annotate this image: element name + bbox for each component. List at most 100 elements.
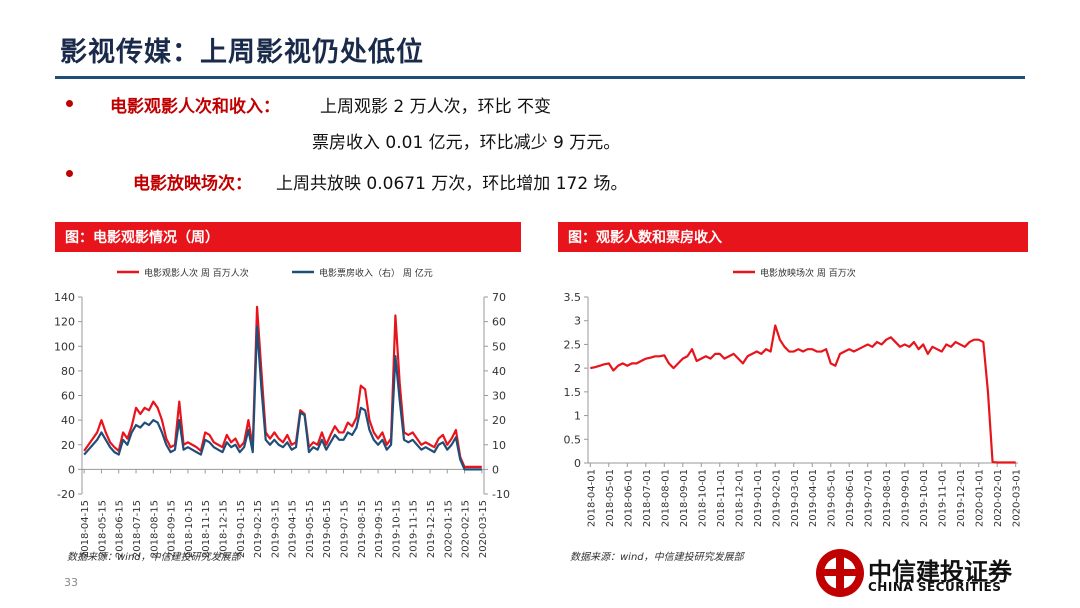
x-tick-label: 2019-12-15 — [426, 500, 437, 558]
chart-title: 图：观影人数和票房收入 — [568, 229, 722, 246]
x-tick-label: 2018-07-15 — [132, 500, 143, 558]
x-tick-label: 2018-04-01 — [586, 469, 597, 527]
y2-tick-label: 20 — [492, 414, 506, 427]
y-tick-label: 0.5 — [564, 433, 582, 446]
bullet-label: 电影观影人次和收入： — [110, 97, 280, 117]
y2-tick-label: 40 — [492, 365, 506, 378]
series-line — [83, 325, 482, 471]
bullet-dot — [66, 100, 73, 107]
x-tick-label: 2018-12-15 — [218, 500, 229, 558]
x-tick-label: 2019-11-01 — [938, 469, 949, 527]
x-tick-label: 2019-03-01 — [790, 469, 801, 527]
x-tick-label: 2019-05-01 — [827, 469, 838, 527]
y2-tick-label: 10 — [492, 439, 506, 452]
x-tick-label: 2019-09-15 — [374, 500, 385, 558]
x-tick-label: 2019-07-15 — [340, 500, 351, 558]
bullet-dot — [66, 170, 73, 177]
x-tick-label: 2018-11-15 — [201, 500, 212, 558]
y-tick-label: 40 — [61, 414, 75, 427]
y2-tick-label: 70 — [492, 291, 506, 304]
bullet-text: 上周共放映 0.0671 万次，环比增加 172 场。 — [276, 174, 628, 194]
bullet-label: 电影放映场次： — [133, 174, 252, 194]
slide-title: 影视传媒：上周影视仍处低位 — [60, 37, 424, 68]
x-tick-label: 2019-02-15 — [253, 500, 264, 558]
chart-title: 图：电影观影情况（周） — [65, 229, 219, 246]
x-tick-label: 2020-02-01 — [993, 469, 1004, 527]
x-tick-label: 2018-08-01 — [660, 469, 671, 527]
logo-name: 中信建投证券 — [868, 558, 1012, 586]
y-tick-label: 3 — [574, 315, 581, 328]
x-tick-label: 2018-05-15 — [97, 500, 108, 558]
x-tick-label: 2019-11-15 — [409, 500, 420, 558]
x-tick-label: 2018-04-15 — [80, 500, 91, 558]
y2-tick-label: 30 — [492, 390, 506, 403]
x-tick-label: 2018-09-01 — [679, 469, 690, 527]
x-tick-label: 2020-02-15 — [461, 500, 472, 558]
x-tick-label: 2018-06-15 — [115, 500, 126, 558]
chart-header — [55, 222, 521, 252]
y-tick-label: 60 — [61, 390, 75, 403]
page-number: 33 — [64, 576, 78, 589]
chart-source: 数据来源：wind，中信建投研究发展部 — [67, 551, 243, 563]
y-tick-label: -20 — [57, 488, 75, 501]
y-tick-label: 20 — [61, 439, 75, 452]
x-tick-label: 2020-03-15 — [478, 500, 489, 558]
x-tick-label: 2019-01-15 — [236, 500, 247, 558]
x-tick-label: 2018-10-01 — [697, 469, 708, 527]
x-tick-label: 2020-01-01 — [975, 469, 986, 527]
y2-tick-label: 50 — [492, 340, 506, 353]
x-tick-label: 2018-05-01 — [605, 469, 616, 527]
y2-tick-label: 60 — [492, 316, 506, 329]
x-tick-label: 2020-03-01 — [1012, 469, 1023, 527]
x-tick-label: 2018-12-01 — [734, 469, 745, 527]
y-tick-label: 3.5 — [564, 291, 582, 304]
x-tick-label: 2019-09-01 — [901, 469, 912, 527]
chart-source: 数据来源：wind，中信建投研究发展部 — [570, 551, 746, 563]
x-tick-label: 2018-09-15 — [167, 500, 178, 558]
x-tick-label: 2019-04-01 — [808, 469, 819, 527]
x-tick-label: 2018-06-01 — [623, 469, 634, 527]
x-tick-label: 2019-02-01 — [771, 469, 782, 527]
x-tick-label: 2019-08-01 — [882, 469, 893, 527]
x-tick-label: 2019-06-01 — [845, 469, 856, 527]
y-tick-label: 140 — [54, 291, 75, 304]
x-tick-label: 2018-10-15 — [184, 500, 195, 558]
y-tick-label: 0 — [574, 457, 581, 470]
logo-emblem — [816, 549, 864, 597]
x-tick-label: 2020-01-15 — [443, 500, 454, 558]
x-tick-label: 2018-08-15 — [149, 500, 160, 558]
x-tick-label: 2019-12-01 — [956, 469, 967, 527]
x-tick-label: 2019-07-01 — [864, 469, 875, 527]
legend-label: 电影观影人次 周 百万人次 — [144, 267, 249, 279]
x-tick-label: 2019-10-01 — [919, 469, 930, 527]
x-tick-label: 2019-05-15 — [305, 500, 316, 558]
x-tick-label: 2018-07-01 — [642, 469, 653, 527]
bullet-text: 票房收入 0.01 亿元，环比减少 9 万元。 — [312, 133, 621, 153]
chart-header — [558, 222, 1028, 252]
y-tick-label: 80 — [61, 365, 75, 378]
x-tick-label: 2019-03-15 — [270, 500, 281, 558]
y-tick-label: 2.5 — [564, 338, 582, 351]
series-line — [590, 324, 1016, 464]
bullet-text: 上周观影 2 万人次，环比 不变 — [320, 97, 552, 117]
y2-tick-label: -10 — [492, 488, 510, 501]
x-tick-label: 2019-10-15 — [391, 500, 402, 558]
y-tick-label: 0 — [68, 463, 75, 476]
y-tick-label: 120 — [54, 316, 75, 329]
y-tick-label: 1.5 — [564, 386, 582, 399]
title-rule — [55, 76, 1025, 79]
legend-label: 电影票房收入（右） 周 亿元 — [319, 267, 433, 279]
y-tick-label: 100 — [54, 340, 75, 353]
y-tick-label: 2 — [574, 362, 581, 375]
x-tick-label: 2019-01-01 — [753, 469, 764, 527]
y2-tick-label: 0 — [492, 463, 499, 476]
series-line — [83, 305, 482, 469]
y-tick-label: 1 — [574, 410, 581, 423]
x-tick-label: 2019-06-15 — [322, 500, 333, 558]
x-tick-label: 2019-04-15 — [288, 500, 299, 558]
legend-label: 电影放映场次 周 百万次 — [760, 267, 856, 279]
x-tick-label: 2018-11-01 — [716, 469, 727, 527]
x-tick-label: 2019-08-15 — [357, 500, 368, 558]
